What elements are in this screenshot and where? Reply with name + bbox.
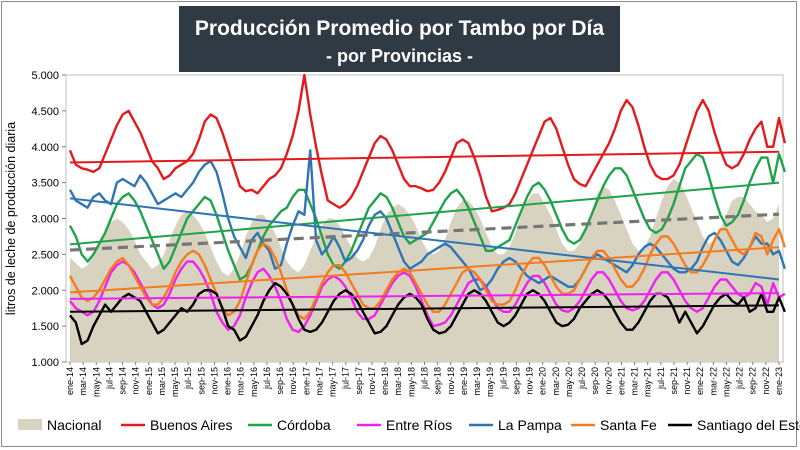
x-tick-label: ene-14 bbox=[65, 367, 75, 395]
y-tick-label: 1.500 bbox=[31, 321, 59, 333]
x-tick-label: sep-17 bbox=[354, 367, 364, 395]
x-tick-label: mar-19 bbox=[472, 367, 482, 396]
x-tick-label: nov-14 bbox=[131, 367, 141, 395]
x-tick-label: jul-17 bbox=[341, 367, 351, 390]
x-tick-label: may-22 bbox=[721, 367, 731, 397]
x-tick-label: nov-17 bbox=[367, 367, 377, 395]
y-tick-label: 5.000 bbox=[31, 70, 59, 82]
trendline-santa-fe bbox=[69, 246, 780, 294]
x-tick-label: may-18 bbox=[406, 367, 416, 397]
y-tick-label: 3.500 bbox=[31, 178, 59, 190]
y-tick-label: 4.000 bbox=[31, 142, 59, 154]
x-tick-label: nov-22 bbox=[761, 367, 771, 395]
x-tick-label: nov-20 bbox=[603, 367, 613, 395]
x-tick-label: sep-21 bbox=[669, 367, 679, 395]
x-tick-label: sep-20 bbox=[590, 367, 600, 395]
legend-label: Entre Ríos bbox=[386, 417, 452, 433]
x-tick-label: mar-15 bbox=[157, 367, 167, 396]
x-tick-label: sep-18 bbox=[433, 367, 443, 395]
x-tick-label: jul-16 bbox=[262, 367, 272, 390]
x-tick-label: jul-20 bbox=[577, 367, 587, 390]
series-line-santa-fe bbox=[68, 228, 787, 321]
x-tick-label: mar-22 bbox=[708, 367, 718, 396]
y-tick-label: 1.000 bbox=[31, 357, 59, 369]
x-tick-label: nov-19 bbox=[525, 367, 535, 395]
x-tick-label: mar-14 bbox=[78, 367, 88, 396]
x-tick-label: ene-22 bbox=[695, 367, 705, 395]
series-line-santiago-del-estero bbox=[69, 281, 786, 346]
legend-label: Nacional bbox=[47, 417, 101, 433]
x-tick-label: may-15 bbox=[170, 367, 180, 397]
x-tick-label: may-17 bbox=[328, 367, 338, 397]
y-tick-label: 4.500 bbox=[31, 106, 59, 118]
x-tick-label: mar-21 bbox=[630, 367, 640, 396]
trendline-buenos-aires bbox=[69, 150, 780, 164]
legend-label: Santiago del Estero bbox=[697, 417, 800, 433]
legend-label: Córdoba bbox=[277, 417, 331, 433]
y-tick-label: 2.000 bbox=[31, 285, 59, 297]
x-tick-label: may-14 bbox=[91, 367, 101, 397]
series-line-entre-rios bbox=[69, 260, 786, 334]
trendline-santiago-del-estero bbox=[69, 304, 780, 313]
x-tick-label: mar-16 bbox=[236, 367, 246, 396]
x-tick-label: ene-15 bbox=[144, 367, 154, 395]
trendline-cordoba bbox=[69, 181, 780, 246]
x-tick-label: jul-14 bbox=[104, 367, 114, 390]
x-tick-label: ene-23 bbox=[774, 367, 784, 395]
x-tick-label: jul-19 bbox=[498, 367, 508, 390]
legend-swatch bbox=[18, 419, 42, 430]
chart-subtitle: - por Provincias - bbox=[325, 46, 474, 66]
series-line-buenos-aires bbox=[68, 73, 787, 213]
trendline-entre-rios bbox=[69, 292, 780, 300]
x-tick-label: ene-21 bbox=[616, 367, 626, 395]
x-tick-label: jul-22 bbox=[735, 367, 745, 390]
x-tick-label: nov-18 bbox=[446, 367, 456, 395]
x-tick-label: may-19 bbox=[485, 367, 495, 397]
y-axis-label: litros de leche de producción diaria bbox=[4, 122, 18, 315]
x-tick-label: jul-21 bbox=[656, 367, 666, 390]
x-tick-label: sep-19 bbox=[511, 367, 521, 395]
x-tick-label: jul-18 bbox=[420, 367, 430, 390]
legend-label: La Pampa bbox=[498, 417, 562, 433]
chart-title: Producción Promedio por Tambo por Día bbox=[194, 17, 605, 40]
y-tick-label: 3.000 bbox=[31, 214, 59, 226]
x-tick-label: sep-22 bbox=[748, 367, 758, 395]
x-tick-label: jul-15 bbox=[183, 367, 193, 390]
x-tick-label: may-21 bbox=[643, 367, 653, 397]
x-tick-label: mar-18 bbox=[393, 367, 403, 396]
trendline-la-pampa bbox=[69, 197, 780, 281]
x-tick-label: sep-14 bbox=[118, 367, 128, 395]
x-tick-label: nov-21 bbox=[682, 367, 692, 395]
x-tick-label: ene-20 bbox=[538, 367, 548, 395]
y-tick-label: 2.500 bbox=[31, 249, 59, 261]
trendline-nacional bbox=[69, 212, 780, 252]
x-tick-label: nov-16 bbox=[288, 367, 298, 395]
x-tick-label: ene-19 bbox=[459, 367, 469, 395]
x-tick-label: sep-15 bbox=[196, 367, 206, 395]
series-line-la-pampa bbox=[68, 149, 787, 292]
x-tick-label: ene-18 bbox=[380, 367, 390, 395]
x-tick-label: mar-17 bbox=[314, 367, 324, 396]
x-tick-label: may-20 bbox=[564, 367, 574, 397]
x-tick-label: mar-20 bbox=[551, 367, 561, 396]
legend-label: Buenos Aires bbox=[150, 417, 233, 433]
x-tick-label: ene-17 bbox=[301, 367, 311, 395]
chart-title-box: Producción Promedio por Tambo por Día - … bbox=[179, 6, 620, 72]
x-tick-label: nov-15 bbox=[209, 367, 219, 395]
x-tick-label: sep-16 bbox=[275, 367, 285, 395]
x-tick-label: may-16 bbox=[249, 367, 259, 397]
x-tick-label: ene-16 bbox=[223, 367, 233, 395]
legend-label: Santa Fe bbox=[600, 417, 657, 433]
